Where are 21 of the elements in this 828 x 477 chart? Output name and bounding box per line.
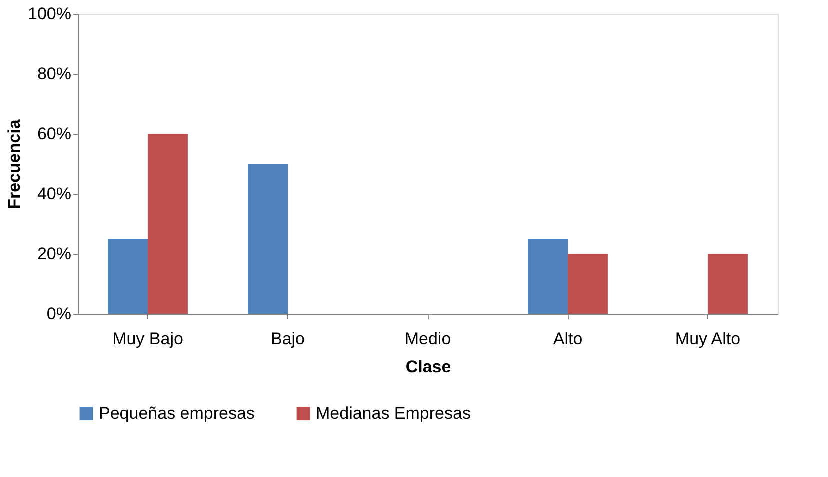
y-tick-label: 20% — [37, 244, 72, 264]
y-tick-label: 100% — [28, 4, 72, 24]
bar — [248, 164, 288, 314]
legend-label: Pequeñas empresas — [99, 404, 255, 423]
bar — [148, 134, 188, 314]
legend-label: Medianas Empresas — [316, 404, 471, 423]
x-tick-label: Medio — [404, 330, 452, 348]
y-axis-title: Frecuencia — [5, 119, 24, 210]
x-tick-label: Muy Alto — [675, 330, 741, 348]
y-tick-label: 0% — [46, 304, 72, 324]
bar — [528, 239, 568, 314]
x-tick-label: Bajo — [270, 330, 306, 348]
bar — [708, 254, 748, 314]
y-tick-label: 40% — [37, 184, 72, 204]
bar — [108, 239, 148, 314]
x-tick-label: Alto — [553, 330, 583, 348]
x-axis-title: Clase — [406, 358, 452, 376]
x-tick-label: Muy Bajo — [112, 330, 184, 348]
y-tick-label: 60% — [37, 124, 72, 144]
bar — [568, 254, 608, 314]
y-tick-label: 80% — [37, 64, 72, 84]
